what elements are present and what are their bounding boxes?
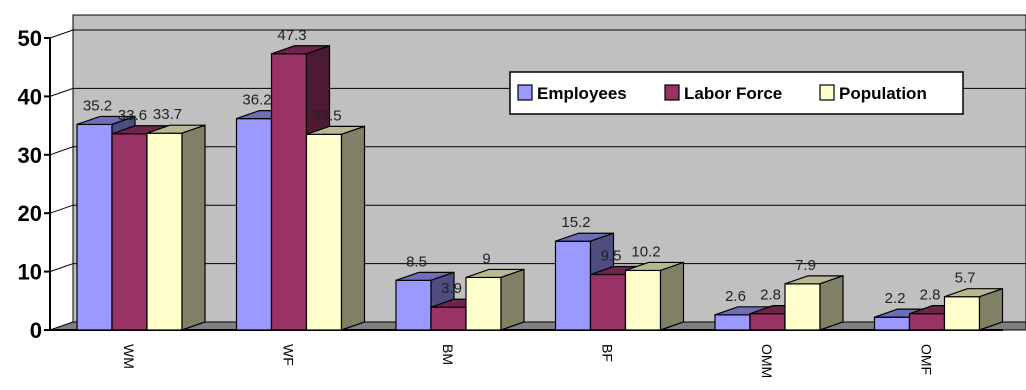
legend-box (509, 71, 964, 115)
bar-front (305, 133, 343, 331)
gridline (49, 29, 1026, 39)
y-tick-label: 10 (18, 260, 42, 285)
data-label: 36.2 (242, 92, 271, 109)
x-category-label: OMM (759, 344, 775, 378)
legend-swatch (819, 84, 835, 101)
legend-swatch (517, 84, 533, 101)
data-label: 47.3 (277, 27, 306, 44)
bar-front (76, 123, 113, 331)
bar-front (146, 132, 183, 331)
data-label: 35.2 (83, 97, 112, 114)
y-tick-label: 50 (18, 26, 42, 51)
bar-front (624, 269, 662, 331)
bar-front (943, 296, 981, 331)
bar-front (430, 306, 467, 331)
gridline (49, 204, 1026, 214)
legend-label: Employees (537, 84, 627, 103)
bar-side (181, 124, 206, 331)
bar-side (819, 275, 844, 331)
bar-front (714, 314, 751, 331)
x-axis-categories: WM WF BM BF OMM OMF (121, 344, 935, 378)
data-label: 3.9 (441, 280, 462, 297)
bar-front (873, 316, 911, 331)
bar (624, 261, 685, 331)
bar (305, 125, 366, 331)
data-labels: 35.2 33.6 33.7 36.2 47.3 33.5 8.5 3.9 9 15.2 9.5 10… (83, 27, 976, 307)
y-axis-ticks: 0 10 20 30 40 50 (18, 26, 50, 343)
bar-front (465, 276, 502, 331)
y-tick-label: 40 (18, 84, 42, 109)
bar (465, 268, 525, 331)
data-label: 7.9 (795, 257, 816, 274)
legend-label: Labor Force (684, 84, 782, 103)
data-label: 5.7 (955, 270, 976, 287)
x-category-label: WF (281, 344, 297, 366)
bar-side (500, 268, 525, 331)
data-label: 2.2 (885, 290, 906, 307)
data-label: 9 (482, 250, 490, 267)
y-tick-label: 20 (18, 201, 42, 226)
bar-front (554, 240, 592, 331)
data-label: 33.6 (118, 107, 147, 124)
gridline (49, 146, 1026, 156)
bar-front (749, 313, 786, 331)
y-tick-label: 0 (30, 318, 42, 343)
data-label: 2.6 (725, 288, 746, 305)
bar-front (908, 313, 946, 331)
bar-front (270, 53, 308, 331)
x-category-label: WM (121, 344, 137, 369)
y-tick-label: 30 (18, 143, 42, 168)
data-label: 33.5 (312, 107, 341, 124)
bar-front (784, 283, 821, 331)
bar-front (111, 133, 148, 331)
bar (943, 287, 1004, 331)
legend-swatch (664, 84, 680, 101)
bar-front (589, 273, 627, 331)
data-label: 10.2 (631, 243, 660, 260)
bar-side (659, 261, 685, 331)
x-category-label: BM (440, 344, 456, 365)
bars (76, 44, 1004, 331)
bar-side (340, 125, 366, 331)
bar (784, 275, 844, 331)
bar-front (235, 117, 273, 331)
data-label: 8.5 (406, 253, 427, 270)
bar-side (978, 287, 1004, 331)
legend-label: Population (839, 84, 927, 103)
legend: Employees Labor Force Population (509, 71, 964, 115)
gridline (49, 263, 1026, 273)
x-category-label: OMF (919, 344, 935, 375)
data-label: 9.5 (601, 248, 622, 265)
data-label: 2.8 (920, 287, 941, 304)
chart-back-wall (72, 14, 1026, 323)
data-label: 2.8 (760, 287, 781, 304)
bar (146, 124, 206, 331)
data-label: 33.7 (153, 106, 182, 123)
bar-front (395, 279, 432, 331)
data-label: 15.2 (561, 214, 590, 231)
x-category-label: BF (600, 344, 616, 362)
